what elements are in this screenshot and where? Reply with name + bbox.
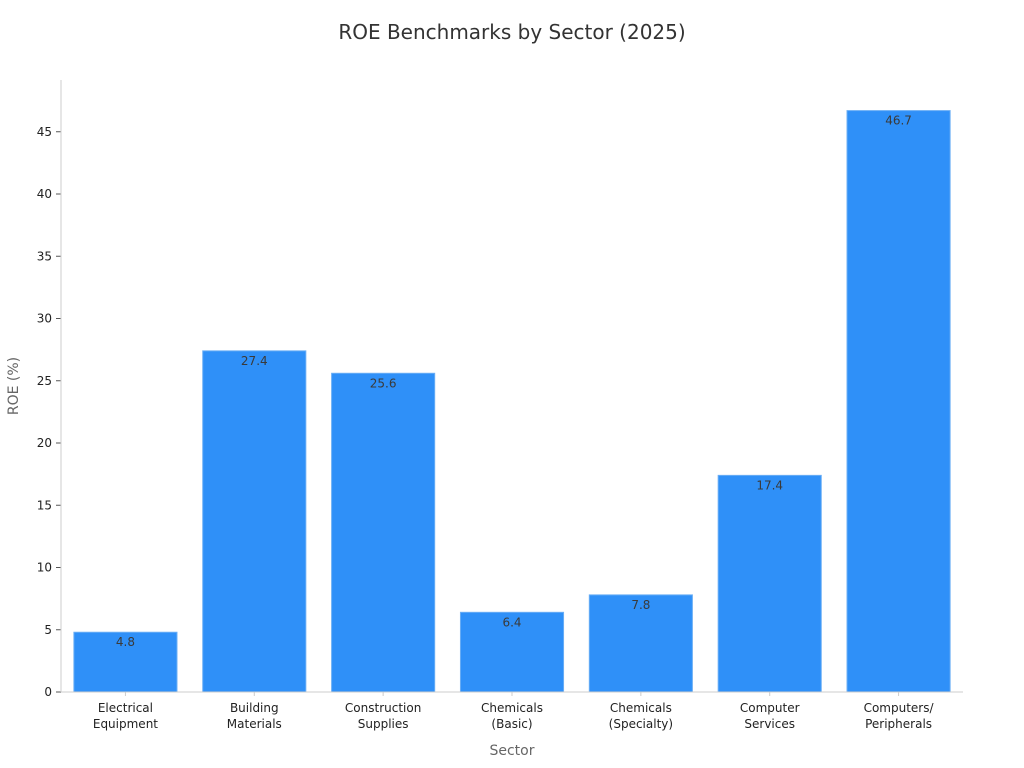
x-tick-label: Construction Supplies [345, 701, 421, 731]
y-ticks-layer: 0 5 10 15 20 25 30 35 40 45 [37, 125, 61, 699]
bar [717, 474, 822, 693]
bar [459, 611, 565, 693]
y-tick-label: 25 [37, 374, 52, 388]
y-tick-label: 45 [37, 125, 52, 139]
x-categories-layer: Electrical Equipment Building Materials Cons… [93, 692, 935, 731]
bar [846, 110, 951, 693]
x-tick-label: Chemicals (Specialty) [609, 701, 673, 731]
y-tick-label: 10 [37, 561, 52, 575]
y-axis-title: ROE (%) [6, 357, 22, 415]
x-tick-label: Chemicals (Basic) [481, 701, 543, 731]
bars-layer: 4.8 27.4 25.6 6.4 7.8 17.4 46.7 [73, 110, 951, 693]
data-label: 46.7 [885, 114, 912, 128]
x-axis-title: Sector [489, 743, 534, 759]
bar [588, 594, 693, 693]
y-tick-label: 40 [37, 187, 52, 201]
y-tick-label: 0 [44, 685, 52, 699]
data-label: 7.8 [631, 598, 650, 612]
x-tick-label: Electrical Equipment [93, 701, 158, 731]
y-tick-label: 30 [37, 312, 52, 326]
y-tick-label: 20 [37, 436, 52, 450]
bar [331, 372, 436, 693]
data-label: 17.4 [756, 478, 783, 492]
bar [202, 350, 307, 693]
chart-title: ROE Benchmarks by Sector (2025) [338, 20, 686, 44]
data-label: 4.8 [116, 635, 135, 649]
x-tick-label: Building Materials [227, 701, 282, 731]
data-label: 6.4 [502, 615, 521, 629]
x-tick-label: Computers/Peripherals [864, 701, 935, 731]
x-tick-label: Computer Services [740, 701, 800, 731]
data-label: 27.4 [241, 354, 268, 368]
y-tick-label: 15 [37, 498, 52, 512]
bar [73, 631, 178, 693]
data-label: 25.6 [370, 376, 397, 390]
y-tick-label: 5 [44, 623, 52, 637]
y-tick-label: 35 [37, 249, 52, 263]
